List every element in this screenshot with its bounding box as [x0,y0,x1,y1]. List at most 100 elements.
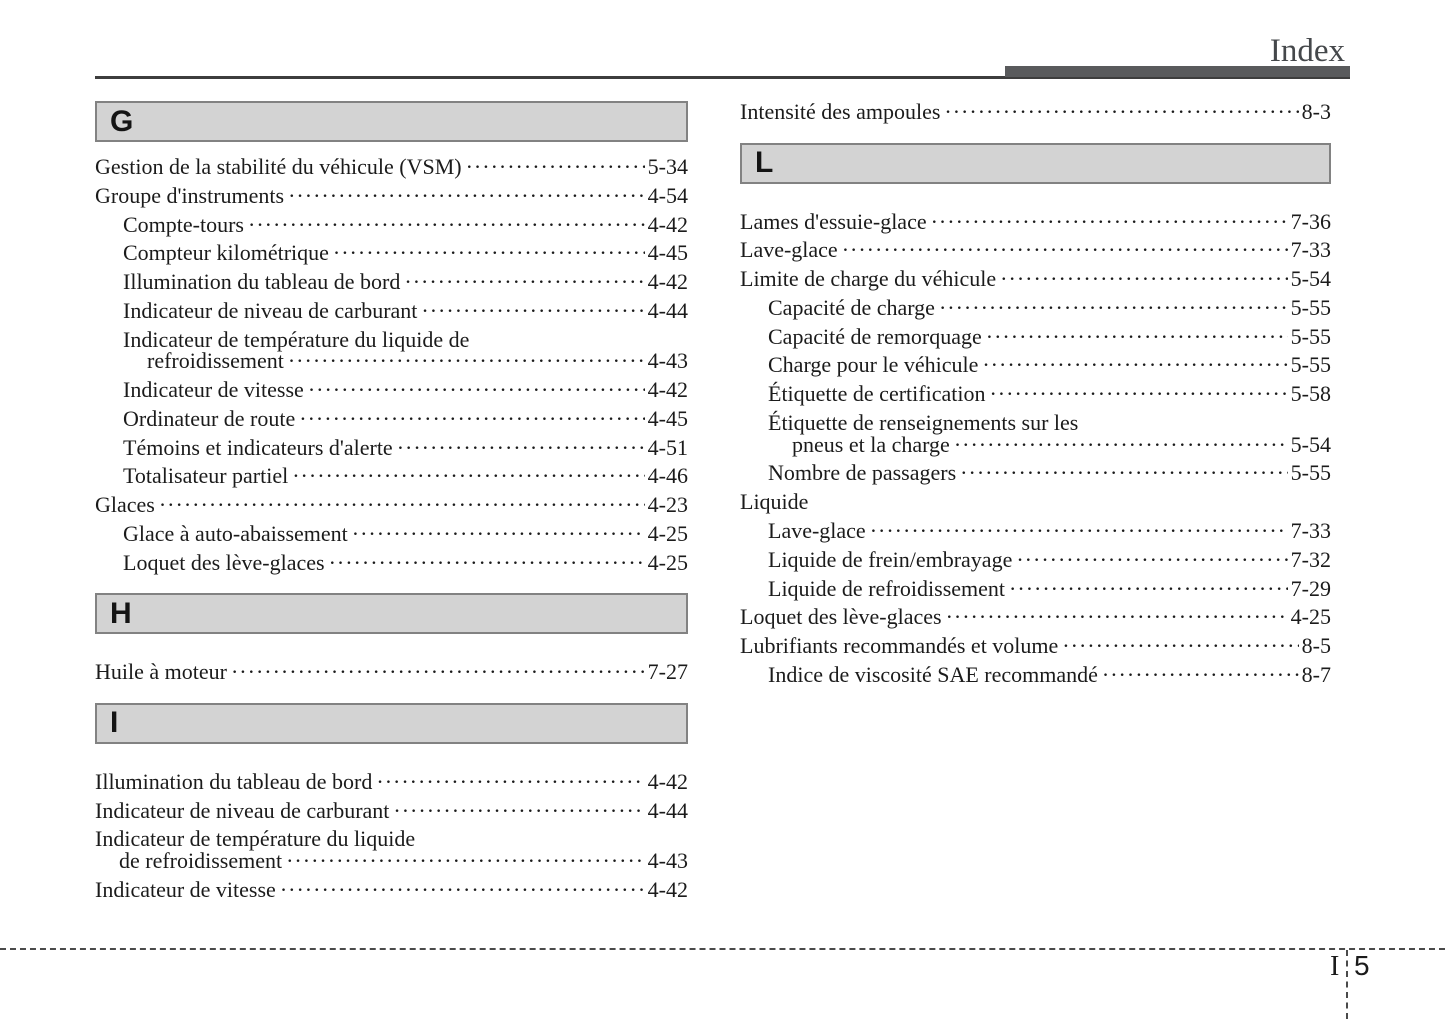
index-entry-line: Étiquette de certification 5-58 [768,383,1331,405]
index-entry-label: Lames d'essuie-glace [740,208,927,234]
page-title: Index [1269,33,1345,69]
index-entry: Glaces 4-23 [95,494,688,516]
index-entry: Indicateur de niveau de carburant 4-44 [95,799,688,822]
index-entry-line: Lubrifiants recommandés et volume 8-5 [740,635,1331,657]
section-header-I: I [95,702,688,744]
index-entry-page: 4-54 [647,182,688,208]
dot-leader [939,297,1288,319]
index-entry-line: Indicateur de température du liquide [95,828,688,850]
index-entry: Indicateur de température du liquide de r… [95,329,688,372]
footer-page-marker-number: 5 [1354,950,1370,981]
index-section-continued: Intensité des ampoules 8-3 [740,101,1331,123]
index-entry: Liquide de frein/embrayage 7-32 [740,549,1331,571]
index-entry-page: 4-25 [1290,604,1331,630]
index-entry-page: 4-42 [647,377,688,403]
dot-leader [397,437,645,459]
index-entry-page: 5-34 [647,154,688,179]
dot-leader [333,242,645,264]
index-entry-page: 5-55 [1290,294,1331,320]
index-entry-page: 4-25 [647,549,688,575]
index-entry: Intensité des ampoules 8-3 [740,101,1331,123]
index-entry: Indicateur de vitesse 4-42 [95,379,688,401]
index-entry-label: Glace à auto-abaissement [123,521,348,547]
index-entry: Indice de viscosité SAE recommandé 8-7 [740,664,1331,686]
index-entry-label: Témoins et indicateurs d'alerte [123,434,393,460]
index-entry-page: 4-23 [647,492,688,518]
footer-page-marker-letter: I [1330,951,1340,982]
index-entry-line: Indicateur de vitesse 4-42 [95,879,688,901]
index-entry-line: Compte-tours 4-42 [123,211,688,237]
index-entry-label: Ordinateur de route [123,405,296,431]
index-entry-line: Illumination du tableau de bord 4-42 [123,271,688,293]
dot-leader [231,661,645,683]
index-entry-label: Loquet des lève-glaces [740,604,942,630]
index-entry-page: 5-54 [1290,266,1331,292]
index-entry-label: Glaces [95,492,155,518]
index-entry-line: Compteur kilométrique 4-45 [123,242,688,264]
index-entry-line: pneus et la charge 5-54 [768,431,1331,457]
dot-leader [329,552,645,574]
index-entry: Indicateur de vitesse 4-42 [95,879,688,901]
index-entry: Lubrifiants recommandés et volume 8-5 [740,635,1331,657]
index-entry-line: Lave-glace 7-33 [740,239,1331,261]
index-entry: Totalisateur partiel 4-46 [95,465,688,487]
dot-leader [248,214,645,236]
index-entry-page: 4-51 [647,434,688,460]
index-entry-label: Liquide [740,489,809,515]
index-entry-label: Groupe d'instruments [95,182,285,208]
dot-leader [288,185,645,207]
index-entry-page: 4-42 [647,768,688,794]
dot-leader [352,523,645,545]
index-entry-line: Loquet des lève-glaces 4-25 [123,552,688,574]
index-entry-page: 5-54 [1290,431,1331,457]
index-entry-line: Limite de charge du véhicule 5-54 [740,268,1331,290]
index-entry-page: 4-46 [647,463,688,489]
index-entry-page: 8-5 [1301,633,1331,659]
index-entry-line: Liquide de refroidissement 7-29 [768,577,1331,600]
dot-leader [292,465,644,487]
section-entries: Gestion de la stabilité du véhicule (VSM… [95,156,688,573]
index-entry-label: Nombre de passagers [768,460,957,486]
index-entry-line: Indicateur de niveau de carburant 4-44 [123,300,688,322]
index-entry-page: 7-36 [1290,208,1331,234]
index-entry-label: Liquide de frein/embrayage [768,546,1013,572]
dot-leader [989,383,1287,405]
section-header-G: G [95,101,688,142]
section-entries: Lames d'essuie-glace 7-36 Lave-glace 7-33 Li… [740,208,1331,686]
index-entry-page: 4-42 [647,211,688,237]
index-columns: G Gestion de la stabilité du véhicule (VS… [95,101,1331,908]
index-entry-line: Groupe d'instruments 4-54 [95,185,688,207]
index-entry: Loquet des lève-glaces 4-25 [740,606,1331,628]
index-entry-line: Glace à auto-abaissement 4-25 [123,523,688,545]
dot-leader [960,462,1288,484]
index-entry-label: Indicateur de vitesse [123,377,304,403]
index-entry-line: Étiquette de renseignements sur les [768,412,1331,434]
index-entry: Compteur kilométrique 4-45 [95,242,688,264]
index-entry-page: 5-55 [1290,323,1331,349]
index-entry-label: Indicateur de vitesse [95,876,276,902]
dot-leader [842,239,1288,261]
index-section-G: G Gestion de la stabilité du véhicule (VS… [95,101,688,573]
index-entry-page: 4-45 [647,240,688,266]
index-entry-line: Lave-glace 7-33 [768,520,1331,542]
index-entry-line: Lames d'essuie-glace 7-36 [740,208,1331,234]
column-left: G Gestion de la stabilité du véhicule (VS… [95,101,688,908]
dot-leader [1016,549,1287,571]
dot-leader [393,800,644,822]
dot-leader [1009,578,1288,600]
index-entry-label: Indicateur de température du liquide [95,826,416,852]
dot-leader [286,850,645,872]
index-entry-label: Étiquette de certification [768,381,986,407]
index-entry-line: Illumination du tableau de bord 4-42 [95,771,688,793]
column-right: Intensité des ampoules 8-3 L Lames d'essuie… [740,101,1331,908]
index-entry: Témoins et indicateurs d'alerte 4-51 [95,434,688,460]
index-entry-line: Gestion de la stabilité du véhicule (VSM… [95,156,688,178]
index-entry-page: 4-43 [647,847,688,873]
index-entry-label: refroidissement [147,348,284,374]
section-entries: Huile à moteur 7-27 [95,661,688,683]
index-entry-label: Lave-glace [768,517,866,543]
index-entry: Capacité de remorquage 5-55 [740,323,1331,349]
index-entry-page: 5-55 [1290,352,1331,378]
index-entry-line: Capacité de charge 5-55 [768,297,1331,319]
dot-leader [404,271,644,293]
